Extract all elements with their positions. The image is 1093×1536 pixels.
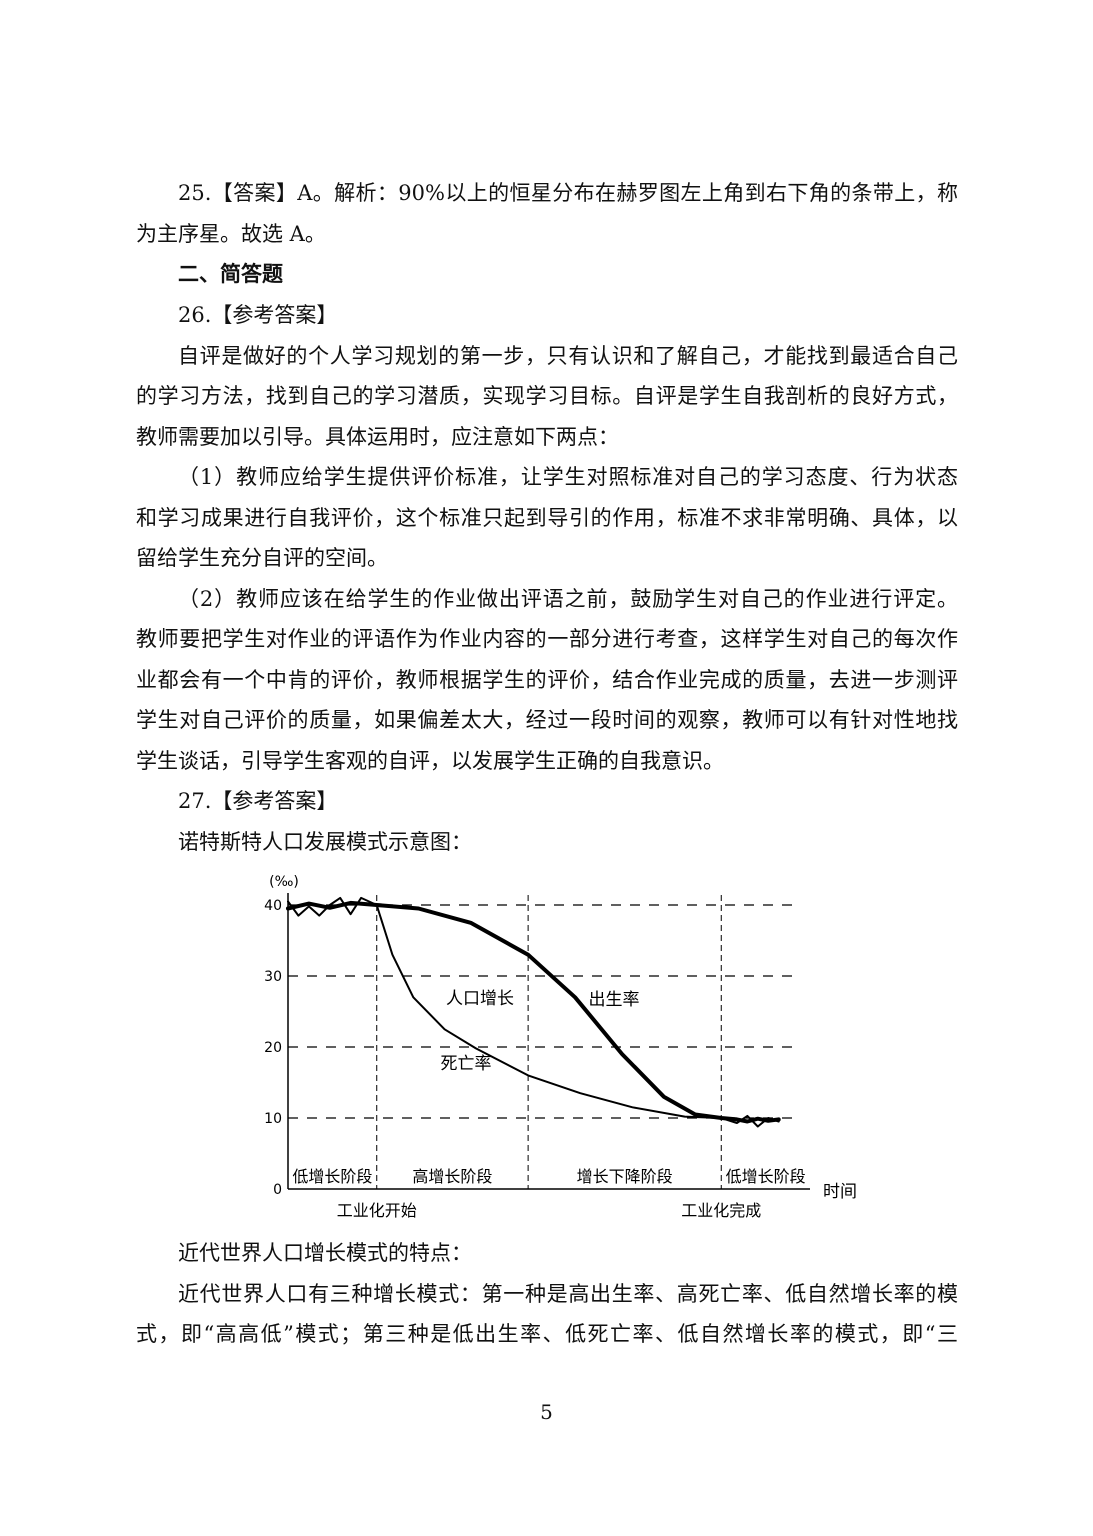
answer-26-p3-line-4: 学生对自己评价的质量，如果偏差太大，经过一段时间的观察，教师可以有针对性地找 [136,708,958,732]
x-marker-label: 工业化完成 [681,1201,761,1220]
answer-27-continued: 近代世界人口增长模式的特点： 近代世界人口有三种增长模式：第一种是高出生率、高死… [136,1233,958,1355]
chart-annotation: 人口增长 [446,989,514,1009]
x-axis-label: 时间 [823,1182,857,1202]
answer-25-line-2: 为主序星。故选 A。 [136,221,326,246]
answer-26-p3-line-5: 学生谈话，引导学生客观的自评，以发展学生正确的自我意识。 [136,748,724,773]
stage-label: 低增长阶段 [726,1167,806,1186]
y-tick-label: 30 [264,969,282,985]
chart-annotation: 出生率 [589,990,640,1010]
answer-26-p2-line-2: 和学习成果进行自我评价，这个标准只起到导引的作用，标准不求非常明确、具体，以 [136,505,958,530]
series-line-1 [287,896,780,1128]
answer-26-header: 26.【参考答案】 [178,303,338,327]
answer-26-p2-line-3: 留给学生充分自评的空间。 [136,546,388,570]
y-tick-label: 20 [264,1040,282,1056]
y-tick-label: 40 [264,898,282,914]
answer-26-p3-line-2: 教师要把学生对作业的评语作为作业内容的一部分进行考查，这样学生对自己的每次作 [136,627,958,651]
answer-27-p1-line-2: 式，即“高高低”模式；第三种是低出生率、低死亡率、低自然增长率的模式，即“三 [136,1322,958,1346]
chart-annotation: 死亡率 [441,1054,492,1074]
x-marker-label: 工业化开始 [337,1201,417,1220]
y-tick-label: 10 [264,1111,282,1127]
answer-26-p1-line-2: 的学习方法，找到自己的学习潜质，实现学习目标。自评是学生自我剖析的良好方式， [136,384,958,408]
answer-26-p1-line-3: 教师需要加以引导。具体运用时，应注意如下两点： [136,424,619,449]
answer-27: 27.【参考答案】 诺特斯特人口发展模式示意图： [136,781,958,862]
answer-26-p2-line-1: （1）教师应给学生提供评价标准，让学生对照标准对自己的学习态度、行为状态 [178,465,958,489]
section-heading-text: 二、简答题 [178,261,283,286]
figure-caption: 诺特斯特人口发展模式示意图： [178,829,472,854]
answer-27-header: 27.【参考答案】 [178,789,338,813]
page-number: 5 [540,1400,553,1424]
answer-27-p1-line-1: 近代世界人口有三种增长模式：第一种是高出生率、高死亡率、低自然增长率的模 [178,1281,958,1306]
answer-26: 26.【参考答案】 自评是做好的个人学习规划的第一步，只有认识和了解自己，才能找… [136,295,958,781]
answer-26-p1-line-1: 自评是做好的个人学习规划的第一步，只有认识和了解自己，才能找到最适合自己 [178,343,958,368]
answer-25: 25.【答案】A。解析：90%以上的恒星分布在赫罗图左上角到右下角的条带上，称 … [136,173,958,254]
answer-25-line-1: 25.【答案】A。解析：90%以上的恒星分布在赫罗图左上角到右下角的条带上，称 [178,181,958,205]
stage-label: 低增长阶段 [292,1167,372,1186]
y-tick-label: 0 [273,1182,282,1198]
section-heading: 二、简答题 [136,254,958,295]
y-axis-label: (‰) [269,874,299,890]
answer-26-p3-line-3: 业都会有一个中肯的评价，教师根据学生的评价，结合作业完成的质量，去进一步测评 [136,667,958,692]
answer-26-p3-line-1: （2）教师应该在给学生的作业做出评语之前，鼓励学生对自己的作业进行评定。 [178,586,958,611]
after-chart-heading: 近代世界人口增长模式的特点： [178,1241,472,1265]
stage-label: 增长下降阶段 [577,1167,673,1186]
series-line-0 [286,900,781,1124]
stage-label: 高增长阶段 [412,1167,492,1186]
